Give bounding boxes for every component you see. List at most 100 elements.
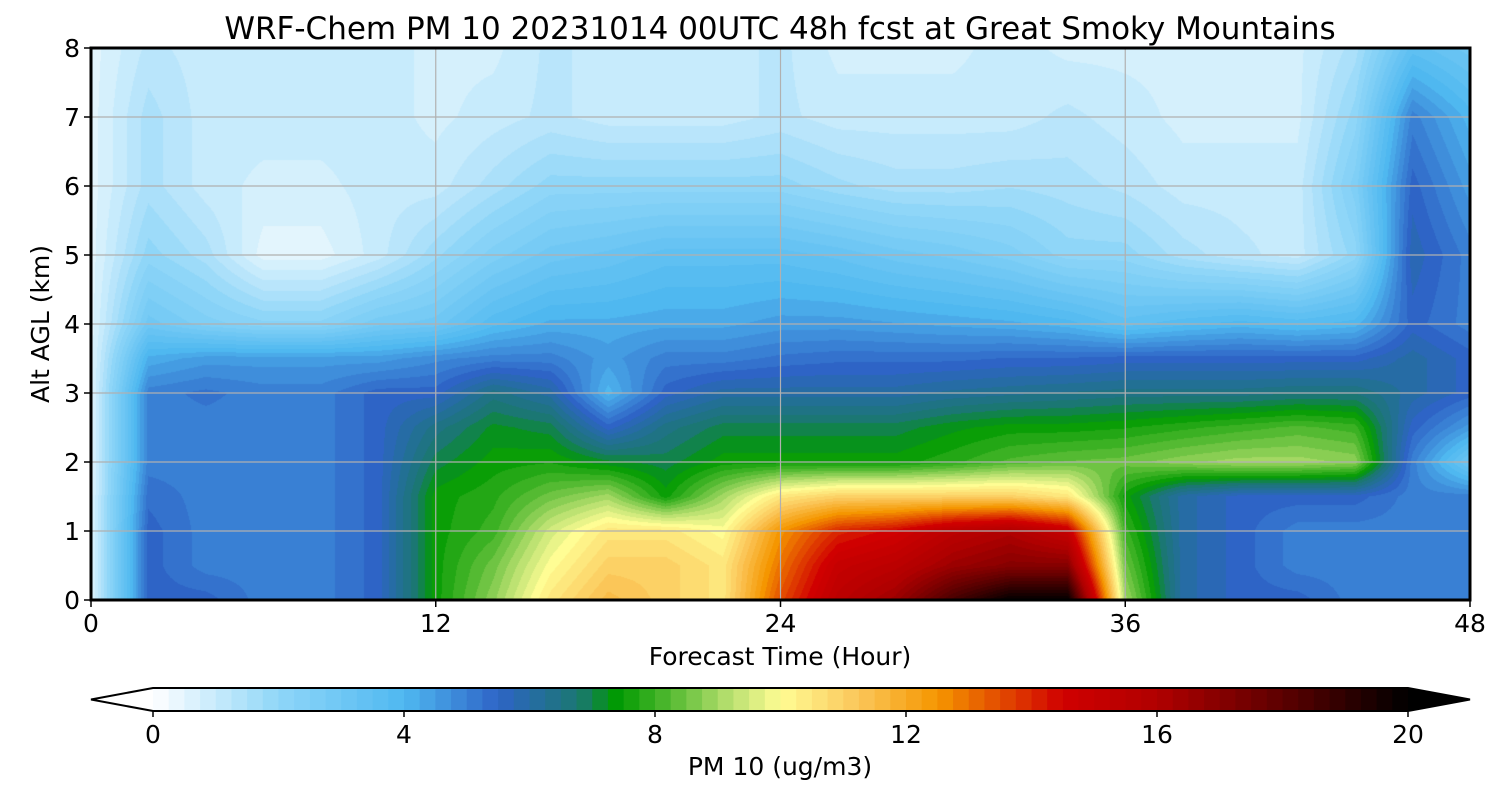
y-tick-label: 3 xyxy=(64,379,80,408)
colorbar-segment xyxy=(906,688,923,711)
y-tick-label: 7 xyxy=(64,103,80,132)
colorbar-segment xyxy=(717,688,734,711)
colorbar-segment xyxy=(1376,688,1393,711)
colorbar-segment xyxy=(1313,688,1331,711)
colorbar-segment xyxy=(937,688,954,711)
colorbar-segment xyxy=(639,688,656,711)
x-axis: 0 12 24 36 48 xyxy=(83,600,1486,638)
colorbar-tick-label: 16 xyxy=(1141,720,1173,749)
colorbar-segment xyxy=(388,688,405,711)
colorbar-segment xyxy=(796,688,813,711)
colorbar-segment xyxy=(968,688,985,711)
colorbar-segment xyxy=(1282,688,1299,711)
y-axis-label: Alt AGL (km) xyxy=(26,245,55,403)
colorbar-segment xyxy=(1251,688,1268,711)
colorbar-segment xyxy=(247,688,264,711)
colorbar-segment xyxy=(984,688,1001,711)
colorbar-segment xyxy=(529,688,546,711)
colorbar-segment xyxy=(702,688,719,711)
colorbar-segment xyxy=(953,688,970,711)
colorbar-segment xyxy=(1188,688,1205,711)
colorbar-segment xyxy=(733,688,750,711)
colorbar-segment xyxy=(1109,688,1127,711)
x-tick-label: 24 xyxy=(765,609,797,638)
colorbar-label: PM 10 (ug/m3) xyxy=(688,752,872,781)
colorbar-segment xyxy=(513,688,530,711)
x-tick-label: 12 xyxy=(420,609,452,638)
y-tick-label: 0 xyxy=(64,586,80,615)
colorbar-segment xyxy=(670,688,687,711)
colorbar-segment xyxy=(215,688,232,711)
colorbar-segment xyxy=(1345,688,1362,711)
colorbar-segment xyxy=(843,688,860,711)
colorbar-segment xyxy=(1047,688,1064,711)
x-tick-label: 0 xyxy=(83,609,99,638)
colorbar-segment xyxy=(231,688,248,711)
colorbar-segment xyxy=(749,688,766,711)
colorbar-segment xyxy=(655,688,672,711)
colorbar-segment xyxy=(592,688,609,711)
colorbar-segment xyxy=(435,688,452,711)
colorbar-segment xyxy=(278,688,295,711)
colorbar-segment xyxy=(1360,688,1378,711)
colorbar-segment xyxy=(498,688,515,711)
colorbar-segment xyxy=(1141,688,1158,711)
colorbar-segment xyxy=(764,688,781,711)
colorbar-segment xyxy=(1015,688,1032,711)
colorbar-segment xyxy=(1031,688,1048,711)
colorbar-segment xyxy=(356,688,374,711)
colorbar-segment xyxy=(325,688,342,711)
colorbar-segment xyxy=(1157,688,1174,711)
y-tick-label: 5 xyxy=(64,241,80,270)
colorbar-segment xyxy=(184,688,201,711)
colorbar-segment xyxy=(1078,688,1095,711)
colorbar-segment xyxy=(890,688,907,711)
colorbar-segment xyxy=(858,688,876,711)
colorbar-segment xyxy=(827,688,844,711)
colorbar-segment xyxy=(309,688,327,711)
colorbar-segment xyxy=(153,688,170,711)
colorbar-segment xyxy=(341,688,358,711)
colorbar-segment xyxy=(482,688,499,711)
colorbar-tick-label: 20 xyxy=(1392,720,1424,749)
colorbar-segment xyxy=(874,688,891,711)
colorbar-segment xyxy=(1062,688,1080,711)
colorbar-segment xyxy=(576,688,593,711)
colorbar-extend-min xyxy=(91,688,153,711)
colorbar-segment xyxy=(1094,688,1111,711)
colorbar-segment xyxy=(1204,688,1221,711)
y-axis: 0 1 2 3 4 5 6 7 8 xyxy=(64,34,91,615)
chart-title: WRF-Chem PM 10 20231014 00UTC 48h fcst a… xyxy=(224,11,1335,47)
colorbar-segment xyxy=(200,688,217,711)
colorbar-segment xyxy=(404,688,421,711)
colorbar-tick-label: 12 xyxy=(890,720,922,749)
grid xyxy=(91,48,1470,600)
colorbar-segment xyxy=(168,688,185,711)
colorbar-segment xyxy=(1235,688,1252,711)
colorbar-tick-label: 0 xyxy=(145,720,161,749)
colorbar-segment xyxy=(294,688,311,711)
colorbar-segment xyxy=(451,688,468,711)
x-axis-label: Forecast Time (Hour) xyxy=(649,642,912,671)
colorbar-segment xyxy=(1125,688,1142,711)
colorbar-segment xyxy=(1000,688,1017,711)
colorbar-tick-label: 8 xyxy=(647,720,663,749)
colorbar-segment xyxy=(1172,688,1189,711)
colorbar-segment xyxy=(560,688,578,711)
y-tick-label: 4 xyxy=(64,310,80,339)
colorbar-segment xyxy=(1266,688,1283,711)
colorbar-extend-max xyxy=(1408,688,1470,711)
y-tick-label: 1 xyxy=(64,517,80,546)
colorbar-segment xyxy=(545,688,562,711)
y-tick-label: 8 xyxy=(64,34,80,63)
colorbar-segment xyxy=(811,688,829,711)
colorbar-segment xyxy=(921,688,938,711)
colorbar-segment xyxy=(1219,688,1236,711)
colorbar-segment xyxy=(686,688,703,711)
x-tick-label: 48 xyxy=(1454,609,1486,638)
x-tick-label: 36 xyxy=(1109,609,1141,638)
colorbar-segment xyxy=(1392,688,1409,711)
colorbar-segment xyxy=(466,688,483,711)
colorbar-segment xyxy=(607,688,625,711)
colorbar-segment xyxy=(1329,688,1346,711)
